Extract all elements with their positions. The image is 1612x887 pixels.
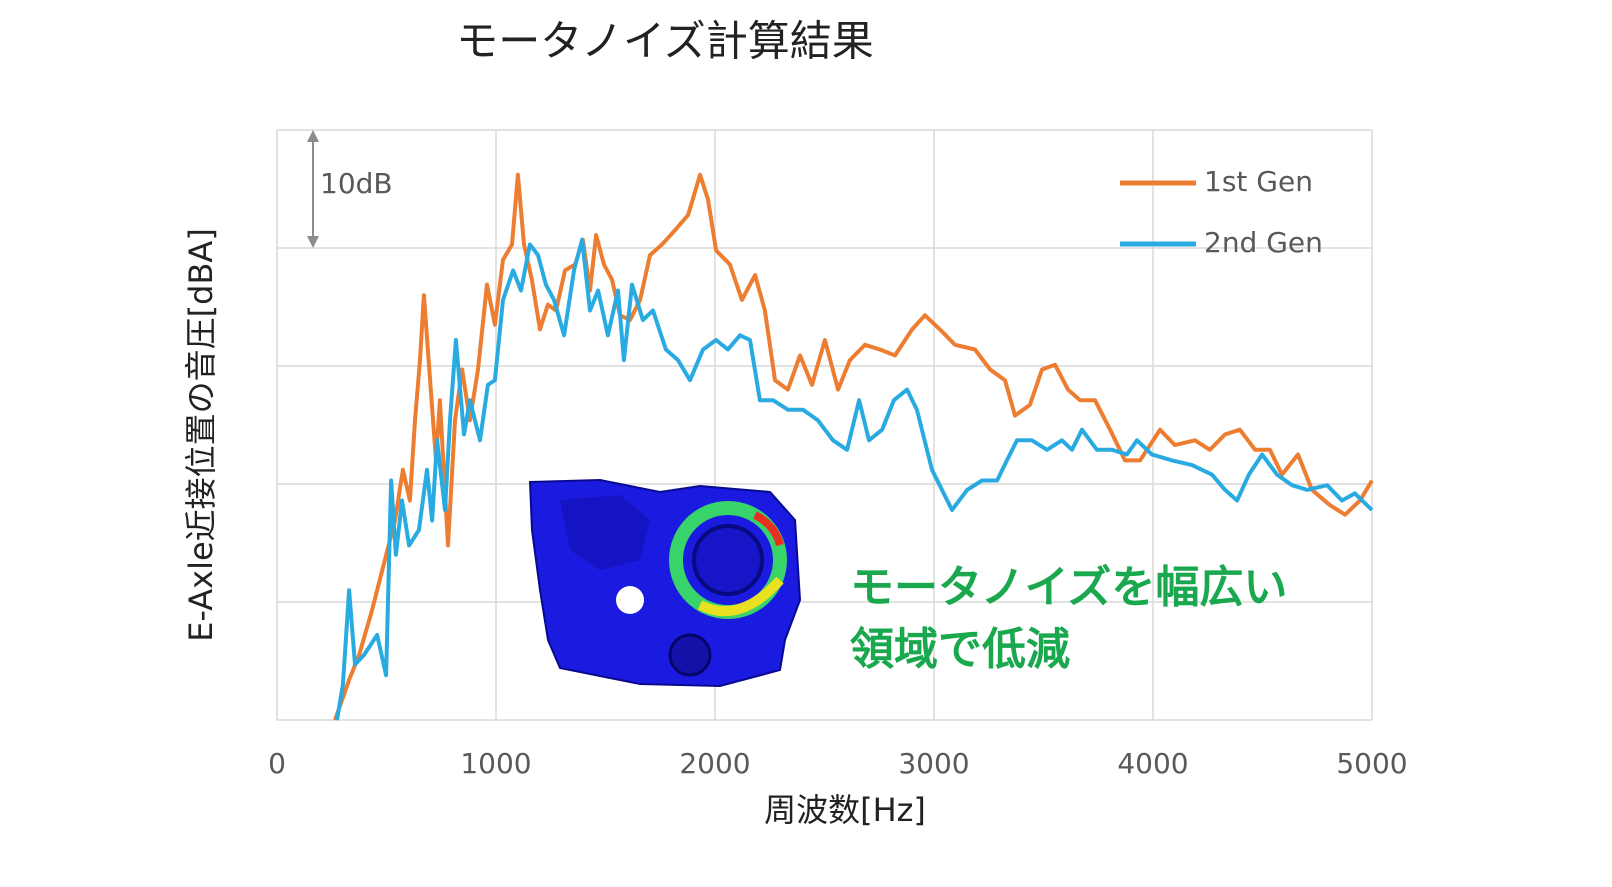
annotation: モータノイズを幅広い (850, 562, 1287, 613)
x-tick-label: 4000 (1117, 747, 1188, 780)
plot-area (333, 172, 1374, 721)
y-axis-label: E-Axle近接位置の音圧[dBA] (182, 228, 220, 642)
legend: 1st Gen 2nd Gen (1120, 165, 1323, 259)
x-tick-label: 5000 (1336, 747, 1407, 780)
legend-label: 2nd Gen (1204, 226, 1323, 259)
x-tick-label: 3000 (898, 747, 969, 780)
x-tick-label: 2000 (679, 747, 750, 780)
grid: 0 1000 2000 3000 4000 5000 10dB (268, 129, 1408, 780)
x-tick-label: 0 (268, 747, 286, 780)
chart-title: モータノイズ計算結果 (456, 17, 873, 66)
legend-label: 1st Gen (1204, 165, 1313, 198)
annotation: 10dB (320, 167, 393, 200)
series-line (335, 237, 1374, 721)
x-tick-label: 1000 (460, 747, 531, 780)
series-line (333, 172, 1374, 721)
motor-illustration (528, 478, 802, 688)
x-axis-label: 周波数[Hz] (764, 791, 926, 829)
arrow-head (307, 130, 319, 248)
annotation: 領域で低減 (850, 624, 1070, 675)
